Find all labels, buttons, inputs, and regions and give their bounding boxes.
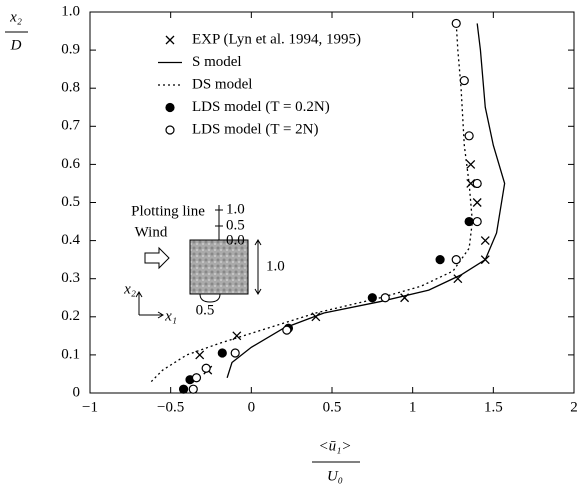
- y-tick-label: 0: [73, 384, 81, 400]
- legend-label: S model: [192, 54, 242, 70]
- data-point: [282, 325, 292, 335]
- data-point: [367, 293, 377, 303]
- x-label-denominator: U₀: [327, 468, 343, 484]
- data-point: [230, 348, 240, 358]
- data-point: [466, 178, 476, 188]
- y-tick-label: 0.7: [61, 118, 80, 134]
- data-point: [464, 216, 474, 227]
- annotation: x₁: [164, 308, 177, 324]
- data-point: [464, 131, 474, 141]
- inset: Plotting line 1.0 0.5 0.0 Wind 1.0 0.5 x…: [123, 201, 285, 324]
- x-tick-label: 1.5: [484, 399, 503, 415]
- data-point: [188, 384, 198, 394]
- annotation: 0.5: [226, 217, 245, 233]
- y-tick-label: 0.3: [61, 270, 80, 286]
- annotation: 0.5: [196, 302, 215, 318]
- y-tick-label: 1.0: [61, 3, 80, 19]
- data-point: [480, 236, 490, 246]
- annotation: x₂: [123, 281, 136, 297]
- wind-arrow: [144, 246, 170, 270]
- y-tick-label: 0.1: [61, 346, 80, 362]
- series-line: [150, 23, 474, 383]
- dimension-arrows: [254, 239, 262, 295]
- data-point: [232, 331, 242, 341]
- data-point: [201, 363, 211, 373]
- axes-icon: [135, 291, 164, 319]
- data-point: [195, 350, 205, 360]
- annotation: 1.0: [226, 201, 245, 217]
- data-point: [472, 216, 482, 227]
- data-point: [435, 255, 445, 265]
- legend-swatch: [165, 125, 175, 135]
- data-point: [451, 18, 461, 29]
- x-tick-label: 1: [409, 399, 417, 415]
- annotation: 0.0: [226, 232, 245, 248]
- y-tick-label: 0.4: [61, 232, 80, 248]
- data-point: [191, 373, 202, 383]
- series-line: [226, 23, 506, 378]
- annotation: 1.0: [266, 258, 285, 274]
- prism: [189, 239, 249, 295]
- data-point: [178, 384, 189, 394]
- y-tick-label: 0.2: [61, 308, 80, 324]
- data-point: [472, 178, 482, 189]
- legend-swatch: [165, 102, 175, 113]
- x-tick-label: 0.5: [323, 399, 342, 415]
- data-point: [311, 312, 321, 322]
- y-label-denominator: D: [10, 37, 22, 53]
- y-tick-label: 0.5: [61, 194, 80, 210]
- y-tick-label: 0.8: [61, 80, 80, 96]
- data-point: [472, 198, 482, 207]
- annotation: Plotting line: [131, 203, 205, 219]
- x-label-numerator: <ū₁>: [319, 438, 352, 454]
- y-label-numerator: x₂: [9, 9, 22, 25]
- x-tick-label: −0.5: [157, 399, 184, 415]
- x-tick-label: −1: [82, 399, 98, 415]
- annotation: Wind: [135, 224, 168, 240]
- data-point: [451, 255, 461, 265]
- data-point: [217, 348, 227, 358]
- data-point: [466, 159, 476, 169]
- legend-label: DS model: [192, 76, 252, 92]
- legend-label: LDS model (T = 2N): [192, 121, 319, 137]
- legend-swatch: [165, 35, 175, 45]
- x-tick-label: 0: [248, 399, 256, 415]
- legend-label: LDS model (T = 0.2N): [192, 99, 330, 115]
- data-point: [453, 274, 463, 284]
- x-tick-label: 2: [570, 399, 578, 415]
- dimension: [199, 293, 221, 303]
- y-tick-label: 0.9: [61, 42, 80, 58]
- data-point: [380, 293, 390, 303]
- legend-label: EXP (Lyn et al. 1994, 1995): [192, 31, 361, 47]
- y-tick-label: 0.6: [61, 156, 80, 172]
- data-point: [459, 75, 469, 86]
